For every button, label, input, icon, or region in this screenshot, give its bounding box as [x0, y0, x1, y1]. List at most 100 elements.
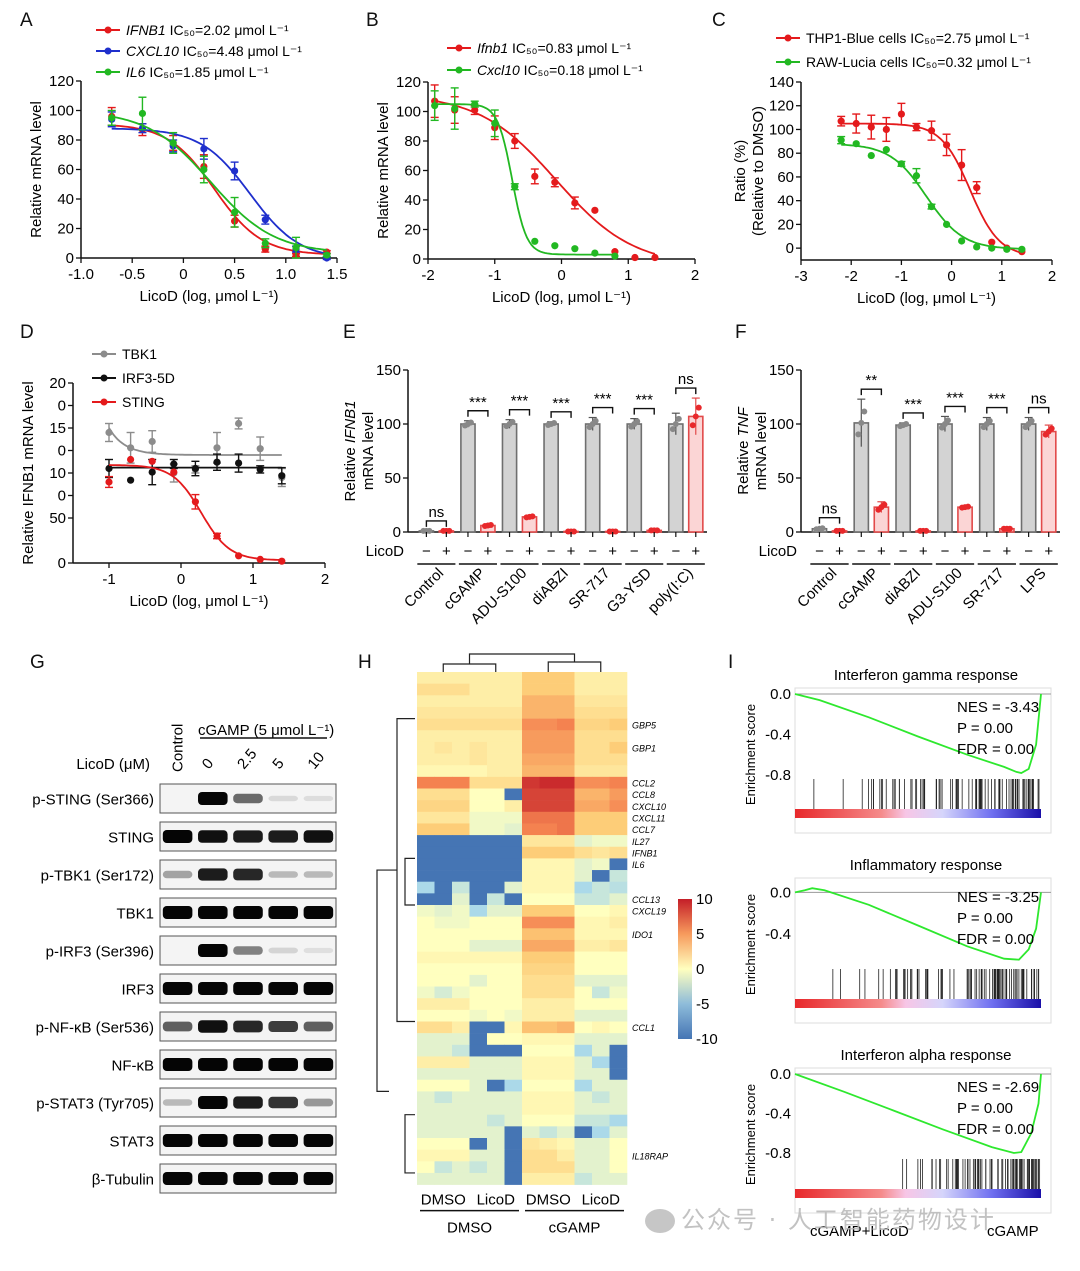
significance-label: ns: [678, 371, 694, 388]
y-tick-label: 10: [49, 465, 66, 482]
heatmap-cell: [610, 754, 628, 766]
chart-f-bar: 050100150Relative TNF mRNA levelLicoD − +ns…: [718, 310, 1080, 640]
heatmap-cell: [505, 789, 523, 801]
heatmap-cell: [557, 684, 575, 696]
heatmap-cell: [575, 742, 593, 754]
heatmap-cell: [487, 777, 505, 789]
heatmap-cell: [592, 1068, 610, 1080]
heatmap-cell: [610, 858, 628, 870]
heatmap-cell: [487, 835, 505, 847]
heatmap-cell: [610, 730, 628, 742]
heatmap-cell: [540, 1068, 558, 1080]
heatmap-cell: [487, 870, 505, 882]
gene-label: CXCL11: [632, 813, 665, 823]
heatmap-cell: [575, 695, 593, 707]
y-tick-label: -0.8: [765, 1145, 791, 1162]
heatmap-cell: [435, 719, 453, 731]
heatmap-cell: [505, 1091, 523, 1103]
licod-sign: −: [630, 543, 639, 560]
data-point: [262, 240, 269, 247]
heatmap-cell: [522, 823, 540, 835]
heatmap-cell: [452, 917, 470, 929]
bar-dot: [670, 426, 676, 432]
bar-dot: [1049, 425, 1055, 431]
legend-gene: RAW-Lucia cells: [806, 54, 908, 70]
heatmap-cell: [610, 1022, 628, 1034]
heatmap-cell: [435, 742, 453, 754]
heatmap-cell: [435, 1115, 453, 1127]
heatmap-cell: [592, 1150, 610, 1162]
cgamp-header: cGAMP (5 μmol L⁻¹): [198, 722, 334, 739]
heatmap-cell: [522, 870, 540, 882]
heatmap-cell: [452, 952, 470, 964]
heatmap-cell: [417, 1150, 435, 1162]
data-point: [651, 254, 658, 261]
y-axis-label-2: (Relative to DMSO): [750, 106, 767, 236]
heatmap-cell: [417, 1173, 435, 1185]
heatmap-cell: [575, 1045, 593, 1057]
heatmap-cell: [452, 963, 470, 975]
gene-label: CCL8: [632, 790, 655, 800]
data-point: [631, 254, 638, 261]
legend-marker: [105, 48, 112, 55]
fit-curve: [435, 101, 655, 254]
data-point: [323, 251, 330, 258]
heatmap-cell: [557, 800, 575, 812]
heatmap-cell: [522, 695, 540, 707]
heatmap-cell: [575, 1138, 593, 1150]
heatmap-cell: [487, 1138, 505, 1150]
data-point: [1018, 246, 1025, 253]
y-tick-label: -0.8: [765, 767, 791, 784]
heatmap-cell: [540, 998, 558, 1010]
y-tick-label: 100: [769, 416, 794, 433]
heatmap-cell: [557, 940, 575, 952]
licod-sign: −: [422, 543, 431, 560]
heatmap-cell: [592, 987, 610, 999]
heatmap-cell: [610, 882, 628, 894]
data-point: [108, 114, 115, 121]
data-point: [127, 444, 134, 451]
significance-bracket: [510, 410, 530, 416]
heatmap-cell: [417, 1045, 435, 1057]
data-point: [213, 459, 220, 466]
heatmap-cell: [575, 870, 593, 882]
heatmap-cell: [610, 707, 628, 719]
heatmap-cell: [540, 870, 558, 882]
heatmap-cell: [610, 1161, 628, 1173]
heatmap-cell: [557, 789, 575, 801]
blot-band: [268, 948, 298, 954]
heatmap-cell: [522, 940, 540, 952]
heatmap-cell: [505, 1138, 523, 1150]
heatmap-cell: [592, 777, 610, 789]
heatmap-cell: [522, 742, 540, 754]
heatmap-cell: [557, 1115, 575, 1127]
heatmap-cell: [557, 835, 575, 847]
heatmap-cell: [610, 684, 628, 696]
data-point: [257, 466, 264, 473]
y-tick-label: 120: [396, 74, 421, 91]
heatmap-cell: [610, 1173, 628, 1185]
category-label: Control: [401, 565, 447, 611]
heatmap-cell: [557, 1010, 575, 1022]
heatmap-cell: [452, 998, 470, 1010]
heatmap-cell: [417, 893, 435, 905]
heatmap-cell: [610, 1010, 628, 1022]
licod-sign: −: [588, 543, 597, 560]
heatmap-cell: [470, 777, 488, 789]
p-value: P = 0.00: [957, 1100, 1013, 1117]
lane-label: 2.5: [234, 746, 260, 773]
y-tick-label: 0: [786, 240, 794, 257]
heatmap-cell: [487, 812, 505, 824]
heatmap-cell: [592, 940, 610, 952]
blot-band: [304, 948, 334, 953]
heatmap-cell: [540, 952, 558, 964]
heatmap-cell: [592, 1126, 610, 1138]
heatmap-cell: [522, 672, 540, 684]
heatmap-cell: [505, 917, 523, 929]
bar-dot: [613, 528, 619, 534]
y-tick-label: 20: [57, 221, 74, 238]
heatmap-cell: [487, 1150, 505, 1162]
heatmap-cell: [435, 1161, 453, 1173]
heatmap-cell: [435, 754, 453, 766]
heatmap-cell: [505, 858, 523, 870]
